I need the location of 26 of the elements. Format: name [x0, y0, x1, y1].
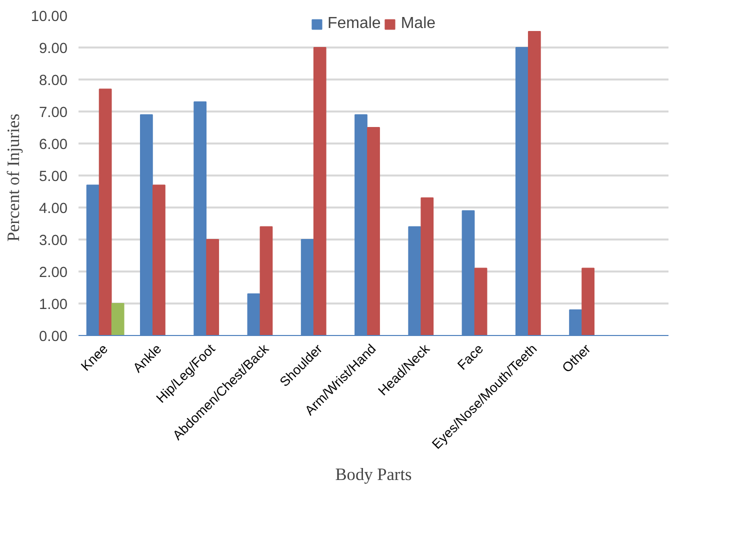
y-tick-label: 1.00: [38, 297, 68, 313]
bar: [367, 127, 380, 336]
y-tick-label: 0.00: [38, 329, 68, 345]
y-tick-label: 10.00: [30, 9, 68, 25]
y-tick-label: 9.00: [38, 41, 68, 57]
legend-label: Female: [327, 15, 381, 33]
bar: [111, 303, 124, 336]
bar: [582, 268, 594, 336]
y-axis-title: Percent of Injuries: [4, 113, 23, 242]
bar: [206, 239, 220, 336]
y-tick-label: 6.00: [38, 137, 68, 153]
bar: [98, 88, 112, 336]
bar: [313, 47, 326, 336]
bar: [528, 31, 541, 336]
y-tick-label: 3.00: [38, 233, 68, 249]
bar: [420, 197, 434, 336]
y-tick-label: 8.00: [38, 73, 68, 89]
legend-label: Male: [400, 15, 436, 33]
y-tick-label: 2.00: [38, 265, 68, 281]
bar: [260, 226, 273, 336]
x-axis-title: Body Parts: [335, 465, 412, 484]
bar: [152, 184, 166, 336]
bar: [474, 268, 488, 336]
y-tick-label: 4.00: [38, 201, 68, 217]
y-tick-label: 5.00: [38, 169, 68, 185]
y-tick-label: 7.00: [38, 105, 68, 121]
